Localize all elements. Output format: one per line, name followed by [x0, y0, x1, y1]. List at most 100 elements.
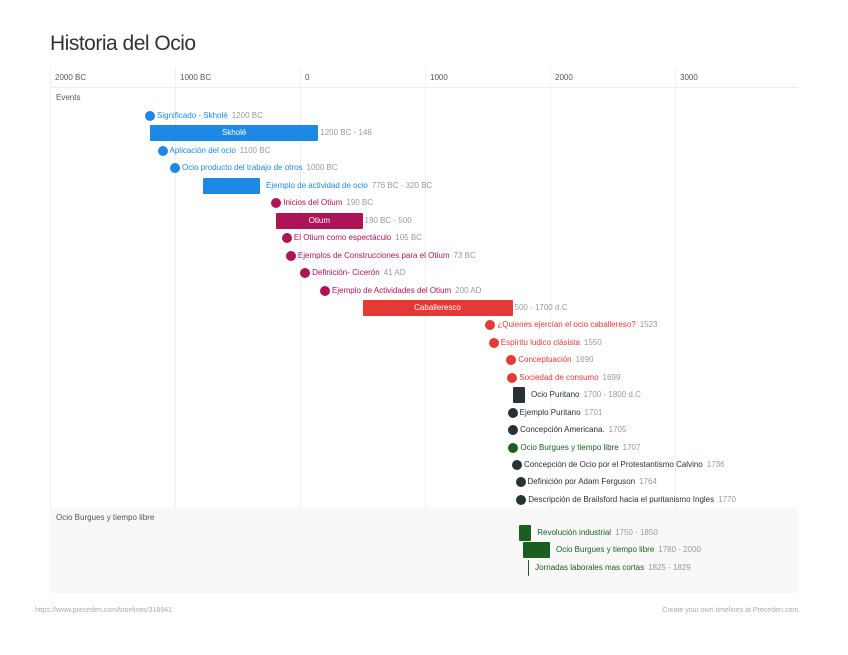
event-title: Ocio Burgues y tiempo libre [556, 545, 655, 555]
group-label: Ocio Burgues y tiempo libre [56, 513, 155, 522]
group-label: Events [56, 93, 81, 102]
event-label[interactable]: Ejemplos de Construcciones para el Otium… [298, 251, 476, 261]
event-date: 500 - 1700 d.C [514, 302, 568, 312]
event-bar-caballeresco[interactable]: Caballeresco [362, 299, 513, 316]
event-date: 1100 BC [239, 145, 271, 155]
event-label[interactable]: Conceptuación 1690 [518, 355, 593, 365]
event-marker[interactable] [512, 460, 522, 470]
event-date: 1523 [639, 320, 658, 330]
axis-tick-label: 3000 [680, 73, 698, 82]
event-date: 1780 - 2000 [658, 545, 701, 555]
event-date: 41 AD [383, 268, 406, 278]
event-label[interactable]: Ejemplo de actividad de ocio 776 BC - 320… [266, 181, 432, 191]
footer-promo-link[interactable]: Create your own timelines at Preceden.co… [662, 607, 800, 614]
axis-tick-label: 2000 [555, 73, 573, 82]
event-title: Definición por Adam Ferguson [527, 477, 636, 487]
event-marker[interactable] [145, 111, 155, 121]
event-date: 1690 [575, 355, 594, 365]
event-date: 1736 [706, 460, 725, 469]
event-label[interactable]: Definición- Cicerón 41 AD [312, 268, 405, 278]
event-label[interactable]: Inicios del Otium 190 BC [283, 198, 373, 208]
event-bar[interactable] [528, 559, 530, 576]
page-title: Historia del Ocio [50, 32, 196, 55]
event-title: Ejemplo de actividad de ocio [266, 180, 368, 190]
axis-tick-label: 2000 BC [55, 73, 87, 82]
event-label[interactable]: Ocio Puritano 1700 - 1800 d.C [531, 390, 641, 400]
event-bar[interactable] [203, 177, 260, 194]
event-label[interactable]: Concepción de Ocio por el Protestantismo… [524, 460, 725, 470]
event-marker[interactable] [285, 250, 296, 261]
event-title: Ejemplo de Actividades del Otium [332, 285, 452, 295]
event-label[interactable]: Sociedad de consumo 1699 [519, 373, 620, 383]
event-bar-otium[interactable]: Otium [276, 212, 363, 229]
event-label[interactable]: Ejemplo de Actividades del Otium 200 AD [332, 286, 481, 296]
event-title: Inicios del Otium [283, 198, 343, 208]
gridline [175, 67, 176, 593]
event-marker[interactable] [320, 285, 330, 296]
event-marker[interactable] [488, 337, 499, 348]
event-label[interactable]: Ocio producto del trabajo de otros 1000 B… [182, 163, 338, 173]
event-title: Ejemplos de Construcciones para el Otium [297, 250, 450, 260]
event-date: 1200 BC - 146 [320, 128, 372, 138]
event-date: 1000 BC [306, 163, 338, 173]
event-marker[interactable] [508, 425, 519, 436]
event-label[interactable]: Ejemplo Puritano 1701 [520, 408, 603, 418]
event-title: Jornadas laborales mas cortas [535, 562, 645, 572]
event-marker[interactable] [507, 407, 518, 418]
gridline [50, 67, 51, 593]
event-label[interactable]: Descripción de Brailsford hacia el purit… [528, 495, 736, 505]
event-marker[interactable] [170, 163, 180, 174]
event-label[interactable]: Significado - Skholé 1200 BC [157, 111, 263, 121]
event-title: Espíritu ludico clásista [500, 337, 580, 347]
event-label[interactable]: Concepción Americana. 1705 [520, 425, 626, 435]
event-title: Revolución industrial [537, 528, 612, 537]
event-date: 105 BC [395, 233, 422, 243]
event-label[interactable]: 190 BC - 500 [365, 216, 412, 226]
event-label[interactable]: 500 - 1700 d.C [515, 303, 568, 313]
event-bar[interactable] [522, 542, 550, 559]
event-label[interactable]: Definición por Adam Ferguson 1764 [528, 477, 657, 487]
event-label[interactable]: ¿Quienes ejercían el ocio caballereso? 15… [497, 320, 657, 330]
event-marker[interactable] [516, 494, 527, 505]
event-bar[interactable] [512, 387, 525, 404]
event-title: Concepción Americana. [520, 425, 605, 435]
event-date: 1700 - 1800 d.C [583, 390, 641, 400]
event-marker[interactable] [281, 233, 292, 244]
event-date: 1750 - 1850 [615, 528, 658, 537]
event-title: Conceptuación [518, 355, 572, 365]
event-marker[interactable] [508, 442, 519, 453]
event-label[interactable]: Jornadas laborales mas cortas 1825 - 1829 [535, 563, 691, 573]
event-label[interactable]: El Otium como espectáculo 105 BC [294, 233, 422, 243]
axis-line [50, 87, 798, 88]
event-title: Ejemplo Puritano [519, 407, 581, 417]
timeline-group: Ocio Burgues y tiempo libre Revolución in… [50, 508, 798, 593]
gridline [550, 67, 551, 593]
event-date: 1701 [584, 407, 603, 417]
event-label[interactable]: Revolución industrial 1750 - 1850 [537, 528, 658, 538]
event-marker[interactable] [507, 372, 518, 383]
gridline [675, 67, 676, 593]
event-bar[interactable] [518, 525, 532, 541]
event-label[interactable]: Espíritu ludico clásista 1550 [501, 338, 602, 348]
event-marker[interactable] [271, 198, 282, 209]
event-marker[interactable] [506, 355, 517, 366]
event-marker[interactable] [300, 268, 311, 279]
footer-url-link[interactable]: https://www.preceden.com/timelines/31894… [35, 607, 172, 614]
event-date: 1699 [602, 372, 621, 382]
event-title: Ocio producto del trabajo de otros [182, 163, 303, 173]
event-marker[interactable] [157, 145, 168, 156]
gridline [425, 67, 426, 593]
event-title: Significado - Skholé [157, 111, 228, 120]
event-marker[interactable] [515, 477, 526, 488]
event-label[interactable]: 1200 BC - 146 [320, 128, 372, 138]
event-bar-skholé[interactable]: Skholé [150, 125, 319, 142]
event-label[interactable]: Aplicación del ocio 1100 BC [170, 146, 271, 156]
axis-tick-label: 1000 BC [180, 73, 212, 82]
event-title: Ocio Puritano [531, 390, 580, 400]
timeline-group: Events Significado - Skholé 1200 BC Skholé 1… [50, 87, 798, 508]
event-label[interactable]: Ocio Burgues y tiempo libre 1780 - 2000 [556, 545, 701, 555]
timeline-chart: 2000 BC 1000 BC 0 1000 2000 3000 Events Signifi… [50, 67, 798, 593]
event-label[interactable]: Ocio Burgues y tiempo libre 1707 [520, 443, 640, 453]
event-marker[interactable] [485, 320, 496, 331]
event-date: 776 BC - 320 BC [371, 180, 433, 190]
